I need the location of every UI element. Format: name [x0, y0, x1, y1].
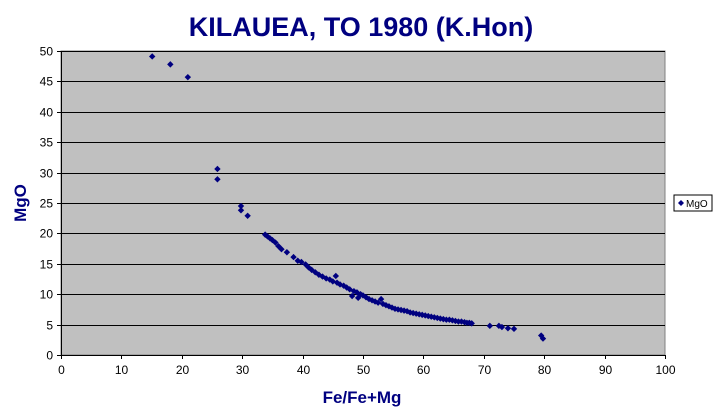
data-point — [290, 253, 297, 261]
y-tick-label: 40 — [40, 106, 54, 120]
data-point — [468, 320, 475, 327]
y-tick-label: 10 — [40, 288, 54, 302]
data-point — [504, 325, 512, 332]
data-point — [374, 299, 382, 306]
data-point — [298, 258, 305, 266]
chart-title: KILAUEA, TO 1980 (K.Hon) — [189, 12, 534, 42]
data-point — [214, 165, 221, 173]
gridlines — [61, 51, 665, 326]
data-point — [332, 272, 340, 280]
data-point — [498, 323, 506, 331]
data-point — [214, 176, 221, 183]
data-point — [486, 322, 494, 330]
x-axis-title: Fe/Fe+Mg — [323, 388, 402, 407]
x-tick-label: 30 — [236, 363, 250, 377]
y-tick-label: 45 — [40, 75, 54, 89]
y-axis-title: MgO — [11, 184, 30, 222]
data-point — [377, 295, 385, 303]
axes: 0 5 10 15 20 25 30 35 40 45 50 0 10 20 30 40 50 60 70 80 90 1… — [40, 45, 676, 378]
y-tick-label: 15 — [40, 258, 54, 272]
y-tick-label: 35 — [40, 136, 54, 150]
data-point — [272, 239, 279, 246]
x-tick-label: 100 — [655, 363, 675, 377]
data-point — [264, 233, 271, 240]
data-points — [149, 53, 547, 342]
legend: MgO — [673, 194, 713, 212]
legend-label: MgO — [686, 199, 708, 210]
x-tick-label: 60 — [417, 363, 431, 377]
y-tick-label: 20 — [40, 227, 54, 241]
data-point — [244, 212, 251, 219]
data-point — [537, 332, 545, 339]
legend-marker — [678, 200, 684, 206]
data-point — [278, 246, 285, 253]
x-tick-label: 10 — [115, 363, 129, 377]
x-tick-label: 80 — [538, 363, 552, 377]
data-point — [237, 207, 245, 214]
x-tick-label: 40 — [297, 363, 311, 377]
x-tick-label: 70 — [478, 363, 492, 377]
y-tick-label: 50 — [40, 45, 54, 59]
data-point — [510, 325, 518, 333]
y-tick-label: 5 — [46, 319, 53, 333]
data-point — [539, 335, 547, 342]
data-point — [167, 61, 174, 68]
data-point — [275, 242, 282, 250]
y-tick-label: 0 — [46, 349, 53, 363]
x-tick-label: 0 — [58, 363, 65, 377]
data-point — [237, 202, 245, 210]
x-tick-label: 50 — [357, 363, 371, 377]
data-point — [348, 292, 356, 300]
y-tick-label: 30 — [40, 167, 54, 181]
data-point — [283, 249, 291, 256]
x-tick-label: 20 — [176, 363, 190, 377]
data-point — [149, 53, 156, 60]
x-tick-label: 90 — [599, 363, 613, 377]
legend-box — [673, 194, 713, 212]
y-tick-label: 25 — [40, 197, 54, 211]
data-point — [184, 73, 192, 81]
